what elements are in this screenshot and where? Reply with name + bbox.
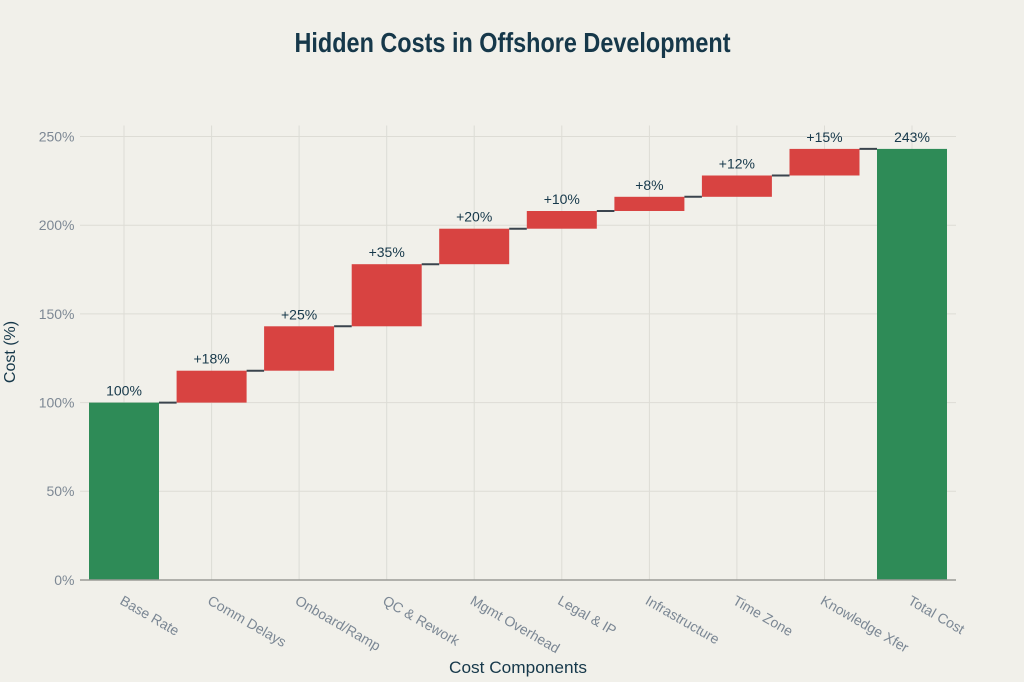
svg-text:100%: 100% [106, 383, 142, 399]
svg-text:200%: 200% [39, 217, 75, 233]
svg-text:+35%: +35% [369, 244, 405, 260]
svg-text:Hidden Costs in Offshore Devel: Hidden Costs in Offshore Development [295, 27, 731, 58]
svg-text:Cost Components: Cost Components [449, 659, 587, 677]
svg-text:243%: 243% [894, 129, 930, 145]
svg-text:+10%: +10% [544, 191, 580, 207]
svg-text:+20%: +20% [456, 209, 492, 225]
svg-text:150%: 150% [39, 306, 75, 322]
svg-text:+18%: +18% [193, 351, 229, 367]
svg-text:+12%: +12% [719, 156, 755, 172]
svg-text:250%: 250% [39, 128, 75, 144]
svg-text:50%: 50% [46, 483, 74, 499]
svg-text:0%: 0% [54, 572, 74, 588]
svg-text:+15%: +15% [806, 129, 842, 145]
svg-text:+8%: +8% [635, 177, 663, 193]
svg-text:+25%: +25% [281, 306, 317, 322]
svg-text:100%: 100% [39, 395, 75, 411]
svg-text:Cost (%): Cost (%) [2, 321, 19, 383]
